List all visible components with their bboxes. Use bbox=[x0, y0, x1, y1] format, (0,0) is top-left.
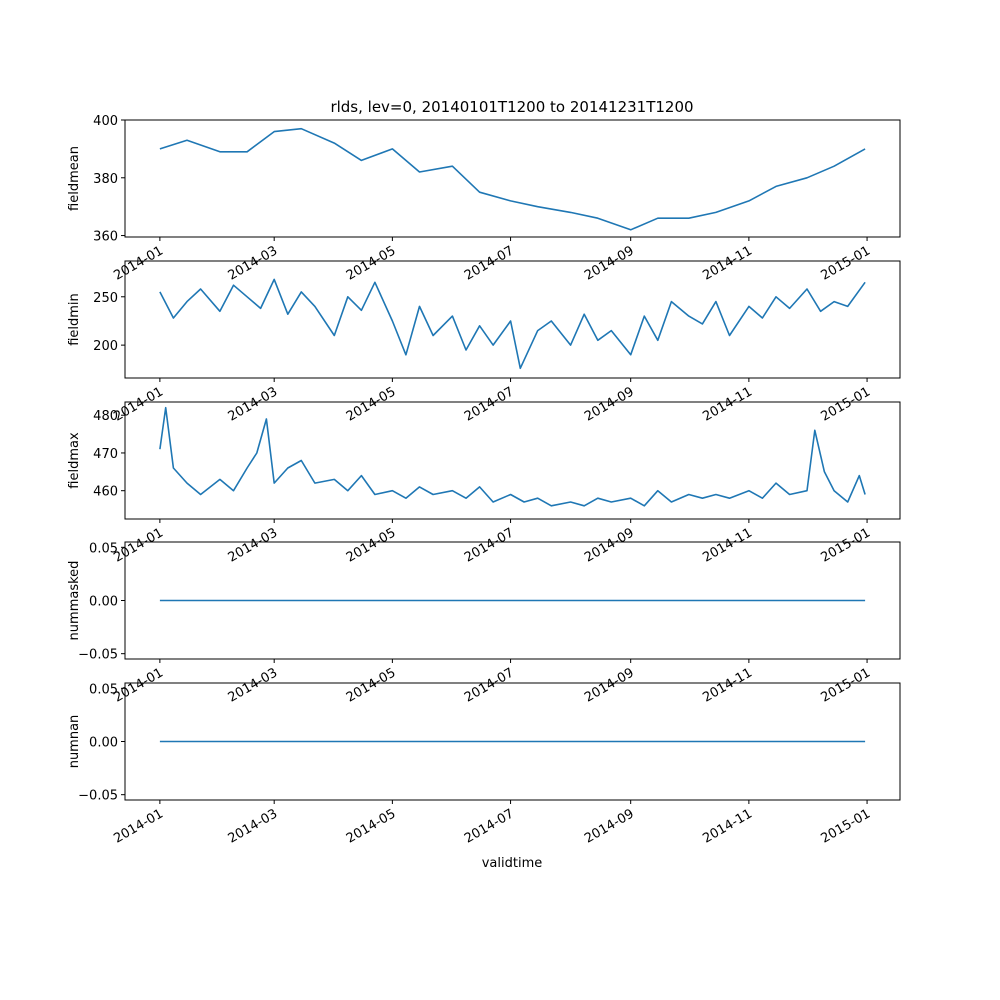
chart-title: rlds, lev=0, 20140101T1200 to 20141231T1… bbox=[330, 98, 693, 116]
y-tick-label: 0.00 bbox=[89, 595, 118, 610]
plot-frame bbox=[124, 401, 901, 520]
y-axis-label: nummasked bbox=[67, 561, 82, 641]
y-tick-label: 380 bbox=[93, 172, 118, 187]
y-tick-label: −0.05 bbox=[78, 789, 118, 804]
series-line-fieldmean bbox=[159, 127, 866, 231]
plot-frame bbox=[124, 260, 901, 379]
y-tick-label: 0.05 bbox=[89, 682, 118, 697]
plot-frame bbox=[124, 119, 901, 238]
y-tick-label: 250 bbox=[93, 291, 118, 306]
series-line-fieldmin bbox=[159, 278, 866, 370]
y-tick-label: 400 bbox=[93, 114, 118, 129]
y-tick-label: 460 bbox=[93, 485, 118, 500]
y-tick-label: 200 bbox=[93, 339, 118, 354]
y-tick-label: 470 bbox=[93, 447, 118, 462]
y-axis-label: fieldmax bbox=[67, 432, 82, 489]
series-line-fieldmax bbox=[159, 406, 866, 507]
y-tick-label: −0.05 bbox=[78, 648, 118, 663]
y-tick-label: 480 bbox=[93, 409, 118, 424]
y-axis-label: numnan bbox=[67, 715, 82, 769]
y-tick-label: 0.05 bbox=[89, 541, 118, 556]
y-tick-label: 0.00 bbox=[89, 736, 118, 751]
y-axis-label: fieldmean bbox=[67, 146, 82, 211]
y-tick-label: 360 bbox=[93, 230, 118, 245]
x-axis-label: validtime bbox=[482, 856, 543, 871]
y-axis-label: fieldmin bbox=[67, 293, 82, 346]
